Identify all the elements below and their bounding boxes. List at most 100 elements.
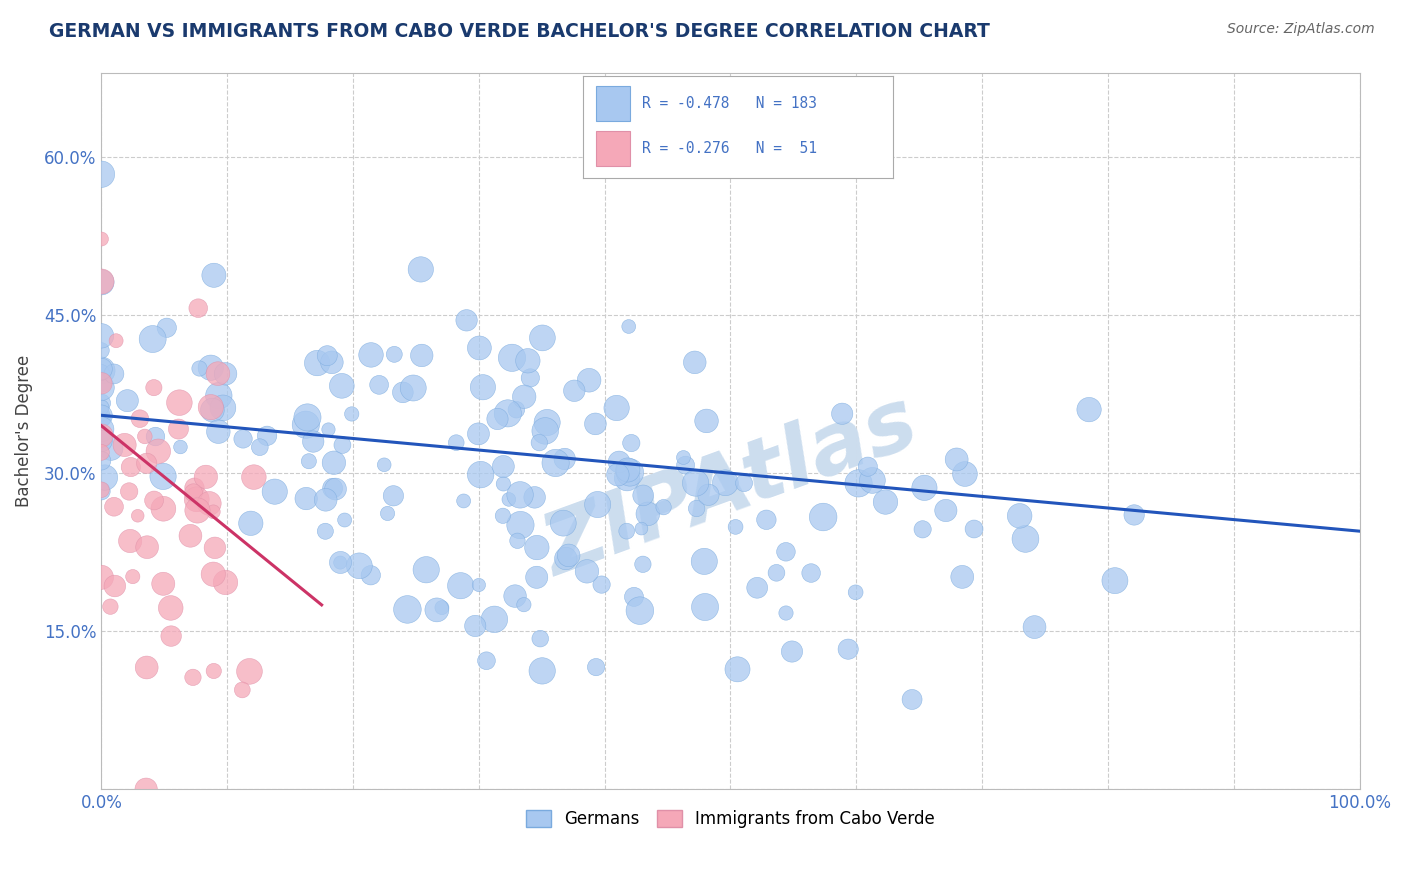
Point (100, 599, 122, 614)
Point (402, 381, 425, 395)
Point (360, 348, 382, 362)
Point (90, 409, 112, 423)
Point (585, 660, 607, 674)
Point (263, 484, 285, 499)
Point (623, 590, 645, 604)
Point (901, 692, 924, 706)
Point (90, 454, 112, 468)
Point (90, 434, 112, 448)
Point (212, 401, 235, 415)
Point (606, 467, 628, 482)
Point (536, 416, 558, 430)
Point (583, 417, 606, 431)
Point (103, 367, 125, 381)
Point (325, 482, 347, 496)
Text: GERMAN VS IMMIGRANTS FROM CABO VERDE BACHELOR'S DEGREE CORRELATION CHART: GERMAN VS IMMIGRANTS FROM CABO VERDE BAC… (49, 22, 990, 41)
Point (456, 313, 478, 327)
Point (90, 422, 112, 436)
Point (617, 319, 640, 334)
Point (202, 268, 225, 283)
Point (143, 493, 166, 508)
Point (104, 579, 127, 593)
Point (845, 585, 868, 599)
Point (727, 662, 749, 676)
Point (169, 395, 191, 409)
Point (675, 458, 697, 472)
Point (103, 500, 125, 514)
Point (148, 444, 170, 458)
Point (135, 456, 157, 470)
Point (685, 476, 707, 491)
Point (831, 407, 853, 421)
Point (492, 459, 515, 474)
Point (167, 422, 190, 436)
Point (531, 664, 554, 678)
Point (945, 452, 967, 467)
Point (637, 507, 659, 521)
Point (1078, 402, 1101, 417)
Point (159, 601, 181, 615)
Point (800, 566, 823, 580)
Point (619, 466, 641, 480)
Point (586, 498, 609, 512)
Point (505, 402, 527, 417)
Point (90, 406, 112, 420)
Point (953, 467, 976, 481)
Point (129, 411, 152, 425)
Point (450, 579, 472, 593)
Point (628, 604, 651, 618)
Point (755, 513, 778, 527)
Point (90, 362, 112, 376)
Point (523, 491, 546, 505)
Point (105, 334, 128, 348)
Point (121, 569, 143, 583)
Point (526, 570, 548, 584)
Point (207, 425, 229, 439)
Point (697, 488, 720, 502)
Text: R = -0.276   N =  51: R = -0.276 N = 51 (643, 141, 817, 156)
Point (117, 393, 139, 408)
Point (214, 367, 236, 381)
Point (765, 566, 787, 580)
Point (90, 401, 112, 415)
Point (297, 410, 319, 425)
Point (607, 455, 630, 469)
Point (620, 436, 643, 450)
Point (118, 484, 141, 499)
Point (617, 463, 640, 477)
Point (464, 619, 486, 633)
Point (470, 467, 492, 482)
Point (875, 495, 897, 509)
Point (194, 470, 217, 484)
Point (90, 484, 112, 499)
Point (360, 568, 382, 582)
Point (1104, 574, 1126, 588)
Point (860, 474, 883, 488)
Point (142, 381, 165, 395)
Point (733, 476, 755, 491)
Point (90, 366, 112, 380)
Point (198, 496, 221, 510)
Point (526, 541, 548, 555)
Point (513, 390, 536, 404)
Point (314, 524, 336, 539)
Point (554, 551, 576, 566)
Point (468, 341, 491, 355)
Point (486, 412, 509, 426)
Point (145, 429, 167, 443)
Point (935, 503, 957, 517)
Point (382, 347, 405, 361)
Point (179, 529, 201, 543)
Point (295, 491, 318, 506)
Point (214, 575, 236, 590)
Point (426, 603, 449, 617)
Point (90, 329, 112, 343)
Point (506, 533, 529, 548)
Point (409, 262, 432, 277)
Point (202, 505, 225, 519)
Point (183, 485, 205, 500)
Point (780, 644, 803, 658)
Point (202, 567, 225, 582)
Point (492, 476, 515, 491)
Point (683, 355, 706, 369)
